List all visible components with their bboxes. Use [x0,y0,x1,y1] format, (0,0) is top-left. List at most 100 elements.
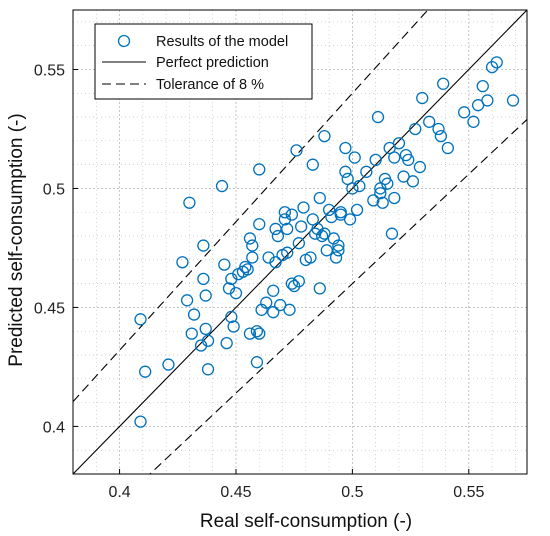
legend-marker-icon [117,34,131,48]
data-point [332,239,345,252]
data-point [481,94,494,107]
data-point [187,308,201,321]
data-point [134,415,147,428]
data-point [381,177,394,190]
y-axis-label: Predicted self-consumption (-) [6,113,27,366]
data-point [432,122,445,136]
legend-label-perfect: Perfect prediction [156,55,269,71]
data-point [225,310,238,324]
data-point [292,275,305,288]
data-points [134,56,520,428]
legend-label-model: Results of the model [156,34,288,50]
data-point [315,229,329,243]
data-point [322,203,336,217]
data-point [346,182,359,195]
data-point [295,220,308,233]
data-point [339,165,352,178]
data-point [292,237,305,250]
data-point [243,327,257,340]
data-point [297,201,310,214]
data-point [285,277,299,290]
data-point [374,187,387,200]
data-point [162,358,175,371]
data-point [369,153,382,167]
data-point [406,175,420,188]
data-point [437,77,450,90]
y-tick-label: 0.45 [34,300,65,317]
y-tick-label: 0.5 [43,181,65,198]
data-point [278,206,292,219]
x-tick-label: 0.4 [108,484,130,501]
data-point [267,284,280,297]
axis-ticks: 0.4 0.45 0.5 0.55 0.4 0.45 0.5 0.55 [34,62,485,501]
data-point [215,179,229,193]
data-point [402,153,415,167]
data-point [218,258,231,271]
data-point [269,256,282,269]
data-point [485,60,499,74]
data-point [467,115,480,128]
tolerance-lower-line [149,119,527,474]
data-point [353,179,366,193]
data-point [457,106,471,119]
data-point [313,282,326,295]
data-point [290,144,303,157]
data-point [334,206,347,219]
data-point [306,158,319,171]
data-point [304,251,317,264]
y-tick-label: 0.4 [43,419,65,436]
data-point [423,115,436,128]
data-point [367,194,380,207]
data-point [285,208,299,221]
data-point [239,260,252,274]
data-point [416,91,429,105]
data-point [506,94,520,107]
tolerance-upper-line [73,10,429,403]
x-tick-label: 0.55 [453,484,484,501]
data-point [343,213,357,226]
data-point [201,334,215,347]
data-point [250,325,264,338]
data-point [176,256,189,269]
data-point [201,363,215,376]
data-point [180,294,194,307]
data-point [385,227,399,240]
data-point [350,203,364,217]
data-point [183,196,196,209]
reference-lines [73,10,527,474]
data-point [250,356,264,369]
data-point [220,336,233,350]
data-point [246,251,259,264]
data-point [267,306,280,319]
legend-label-tolerance: Tolerance of 8 % [156,77,264,93]
data-point [434,129,448,143]
x-axis-label: Real self-consumption (-) [200,511,412,532]
data-point [490,56,503,69]
data-point [199,322,212,336]
data-point [388,151,401,164]
data-point [197,239,210,252]
perfect-prediction-line [73,10,527,474]
data-point [253,218,266,231]
data-point [134,313,147,326]
data-point [253,163,266,176]
data-point [269,222,282,236]
data-point [409,122,422,136]
data-point [339,141,352,155]
data-point [227,320,240,333]
data-point [306,213,319,226]
x-tick-label: 0.5 [341,484,363,501]
data-point [185,327,198,340]
data-point [413,160,427,174]
data-point [371,110,385,124]
data-point [271,229,285,243]
data-point [281,222,294,236]
data-point [318,129,331,143]
legend: Results of the model Perfect prediction … [94,23,313,100]
data-point [341,172,354,186]
data-point [320,244,333,257]
data-point [388,191,401,205]
data-point [246,239,259,252]
data-point [329,251,343,264]
